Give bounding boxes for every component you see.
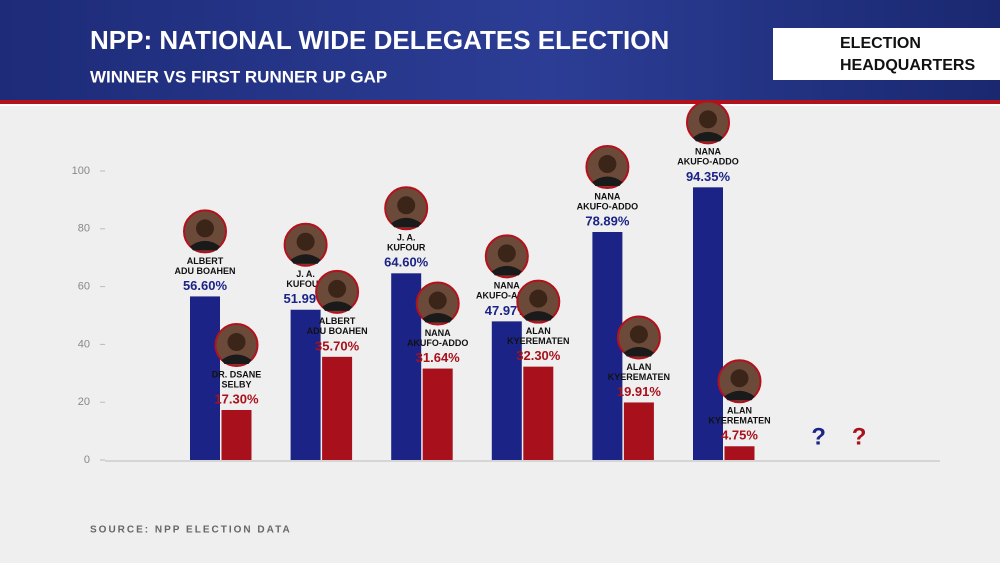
candidate-photo-suit	[322, 301, 353, 311]
candidate-name: AKUFO-ADDO	[577, 201, 639, 211]
candidate-photo-suit	[391, 217, 422, 228]
candidate-name: ALBERT	[187, 256, 224, 266]
candidate-name: AKUFO-ADDO	[407, 338, 469, 348]
candidate-name: ALAN	[526, 326, 551, 336]
candidate-name: DR. DSANE	[212, 369, 262, 379]
y-tick-label: 100	[72, 165, 90, 177]
candidate-photo-suit	[592, 176, 623, 187]
value-label: 32.30%	[516, 348, 561, 363]
candidate-photo-face	[397, 196, 416, 215]
candidate-name: KYEREMATEN	[507, 336, 569, 346]
bar	[491, 321, 522, 460]
candidate-name: KUFOUR	[387, 243, 426, 253]
candidate-name: AKUFO-ADDO	[476, 291, 538, 301]
bar	[724, 446, 755, 460]
candidate-photo-face	[629, 325, 648, 344]
candidate-name: J. A.	[397, 233, 416, 243]
candidate-name: KYEREMATEN	[708, 416, 770, 426]
bar	[422, 368, 453, 460]
value-label: 64.60%	[384, 255, 429, 270]
candidate-photo-face	[296, 232, 315, 251]
value-label: 56.60%	[183, 278, 228, 293]
candidate-photo-suit	[623, 346, 654, 357]
value-label: 94.35%	[686, 169, 731, 184]
value-label: 31.64%	[416, 350, 461, 365]
candidate-name: KUFOUR	[286, 279, 325, 289]
candidate-photo-suit	[422, 313, 453, 323]
candidate-photo-suit	[190, 240, 220, 251]
candidate-name: KYEREMATEN	[608, 372, 670, 382]
candidate-name: J. A.	[296, 269, 315, 279]
candidate-photo-face	[699, 110, 717, 129]
candidate-name: ALBERT	[319, 316, 356, 326]
candidate-photo-suit	[221, 354, 252, 365]
bar	[592, 232, 623, 460]
source-note: SOURCE: NPP ELECTION DATA	[90, 525, 292, 536]
candidate-photo-face	[598, 155, 617, 174]
chart-title: NPP: NATIONAL WIDE DELEGATES ELECTION	[90, 25, 669, 55]
candidate-name: NANA	[425, 328, 451, 338]
logo-text: HEADQUARTERS	[840, 57, 975, 74]
header-stripe	[0, 100, 1000, 104]
value-label: 78.89%	[585, 213, 630, 228]
candidate-name: AKUFO-ADDO	[677, 157, 739, 167]
candidate-name: ALAN	[626, 362, 651, 372]
y-tick-label: 60	[78, 281, 90, 293]
candidate-photo-face	[328, 279, 347, 298]
bar	[221, 410, 252, 460]
candidate-name: NANA	[695, 147, 721, 157]
candidate-photo-suit	[693, 131, 723, 142]
bar	[290, 309, 321, 460]
y-tick-label: 0	[84, 454, 90, 466]
bar	[523, 366, 554, 460]
bar	[190, 296, 220, 460]
bar	[322, 356, 353, 460]
bar	[693, 187, 723, 461]
value-label: ?	[852, 423, 867, 450]
candidate-name: ADU BOAHEN	[174, 266, 235, 276]
candidate-photo-face	[428, 291, 447, 310]
candidate-photo-suit	[290, 254, 321, 264]
candidate-name: NANA	[494, 281, 520, 291]
value-label: 35.70%	[315, 338, 360, 353]
candidate-photo-face	[730, 369, 749, 388]
candidate-photo-face	[497, 244, 516, 263]
candidate-photo-suit	[724, 390, 755, 401]
header-stripe-white	[0, 104, 1000, 106]
chart-subtitle: WINNER VS FIRST RUNNER UP GAP	[90, 67, 387, 86]
candidate-name: SELBY	[221, 379, 251, 389]
value-label: 17.30%	[214, 391, 259, 406]
candidate-photo-face	[529, 289, 548, 308]
y-tick-label: 20	[78, 396, 90, 408]
candidate-photo-face	[227, 333, 246, 352]
candidate-photo-face	[196, 219, 214, 238]
logo-text: ELECTION	[840, 35, 921, 52]
candidate-name: ALAN	[727, 406, 752, 416]
logo-box	[773, 28, 1000, 80]
value-label: 19.91%	[617, 384, 662, 399]
value-label: 4.75%	[721, 428, 758, 443]
y-tick-label: 40	[78, 338, 90, 350]
candidate-photo-suit	[523, 311, 554, 321]
candidate-name: NANA	[594, 191, 620, 201]
candidate-photo-suit	[491, 265, 522, 276]
y-tick-label: 80	[78, 223, 90, 235]
bar	[623, 402, 654, 460]
value-label: ?	[811, 423, 826, 450]
candidate-name: ADU BOAHEN	[307, 326, 368, 336]
